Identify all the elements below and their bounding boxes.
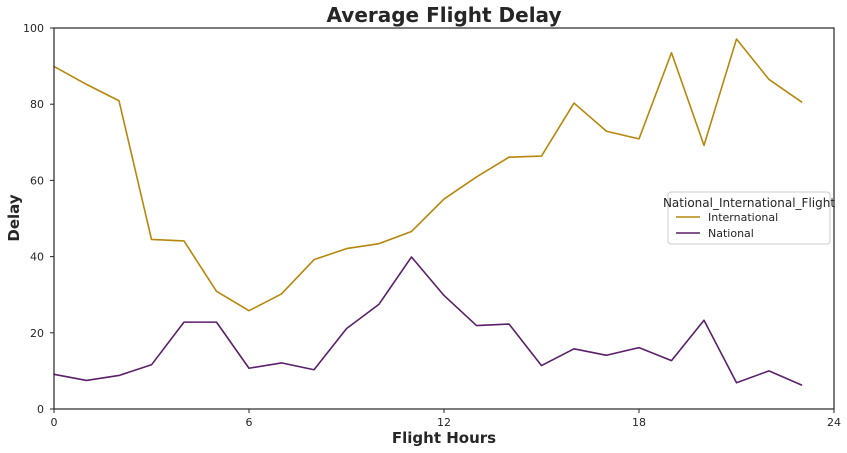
y-tick-label: 20 xyxy=(30,327,44,340)
x-axis: 0 6 12 18 24 xyxy=(51,409,841,429)
y-tick-label: 60 xyxy=(30,174,44,187)
legend-label-international: International xyxy=(708,211,778,224)
legend-title: National_International_Flight xyxy=(663,196,835,210)
x-tick-label: 18 xyxy=(632,416,646,429)
y-tick-label: 100 xyxy=(23,22,44,35)
legend-label-national: National xyxy=(708,227,754,240)
x-tick-label: 24 xyxy=(827,416,841,429)
legend-box xyxy=(667,191,831,245)
x-tick-label: 6 xyxy=(246,416,253,429)
series-line-international xyxy=(53,38,803,312)
legend-items: International National xyxy=(676,211,778,240)
x-tick-label: 12 xyxy=(437,416,451,429)
y-tick-label: 40 xyxy=(30,251,44,264)
chart-title: Average Flight Delay xyxy=(327,3,562,27)
legend: National_International_Flight Internatio… xyxy=(663,191,835,245)
y-tick-label: 0 xyxy=(37,403,44,416)
series-layer xyxy=(53,38,803,386)
x-tick-label: 0 xyxy=(51,416,58,429)
y-axis-label: Delay xyxy=(5,194,23,241)
y-axis: 0 20 40 60 80 100 xyxy=(23,22,54,416)
x-axis-label: Flight Hours xyxy=(392,429,496,447)
series-line-national xyxy=(53,256,803,386)
y-tick-label: 80 xyxy=(30,98,44,111)
